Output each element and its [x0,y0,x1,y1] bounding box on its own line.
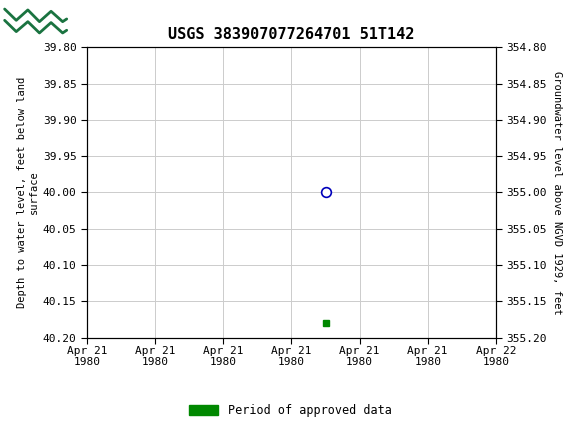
Y-axis label: Groundwater level above NGVD 1929, feet: Groundwater level above NGVD 1929, feet [552,71,563,314]
Y-axis label: Depth to water level, feet below land
surface: Depth to water level, feet below land su… [17,77,39,308]
Text: USGS: USGS [75,11,148,34]
Legend: Period of approved data: Period of approved data [184,399,396,422]
Bar [3,3,70,43]
Title: USGS 383907077264701 51T142: USGS 383907077264701 51T142 [168,27,415,42]
